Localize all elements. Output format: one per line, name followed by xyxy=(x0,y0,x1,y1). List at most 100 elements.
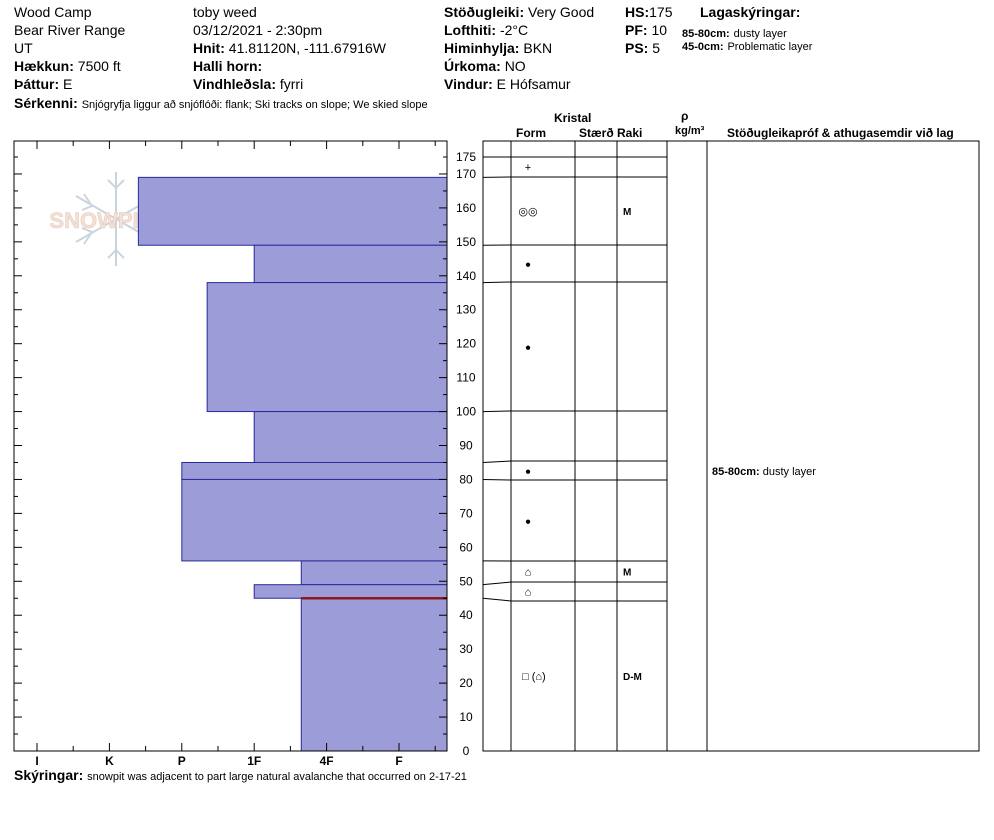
grain-form-symbol: ● xyxy=(525,343,531,354)
sky-label: Himinhylja: xyxy=(444,40,520,56)
coords-label: Hnit: xyxy=(193,40,225,56)
elevation-label: Hækkun: xyxy=(14,58,74,74)
hardness-bar-6 xyxy=(181,461,448,480)
moisture-value: M xyxy=(623,568,631,579)
wind-row: Vindur: E Hófsamur xyxy=(444,76,571,92)
features-row: Sérkenni: Snjógryfja liggur að snjóflóði… xyxy=(14,95,428,112)
hardness-tick-label: 4F xyxy=(320,754,334,768)
location: Wood Camp xyxy=(14,4,92,20)
grain-form-symbol: ⌂ xyxy=(525,587,532,599)
stability-label: Stöðugleiki: xyxy=(444,4,525,20)
footer-notes: Skýringar: snowpit was adjacent to part … xyxy=(14,767,467,784)
depth-tick-label: 50 xyxy=(459,574,473,588)
size-header: Stærð xyxy=(579,126,614,140)
slope-label: Halli horn: xyxy=(193,58,263,74)
mountain-range: Bear River Range xyxy=(14,22,126,38)
air-temp-value: -2°C xyxy=(499,22,529,38)
grain-form-symbol: ● xyxy=(525,260,531,271)
grain-form-symbol: + xyxy=(525,162,531,174)
sky-row: Himinhylja: BKN xyxy=(444,40,552,56)
depth-tick-label: 170 xyxy=(456,167,476,181)
depth-tick-label: 60 xyxy=(459,540,473,554)
footer-notes-text: snowpit was adjacent to part large natur… xyxy=(87,771,467,783)
depth-tick-label: 10 xyxy=(459,710,473,724)
depth-tick-label: 175 xyxy=(456,150,476,164)
moisture-value: D-M xyxy=(623,672,642,683)
hardness-bar-2 xyxy=(137,176,448,246)
wind-loading-row: Vindhleðsla: fyrri xyxy=(193,76,303,92)
layer-note-2-range: 45-0cm: xyxy=(682,41,724,53)
ps-value: 5 xyxy=(652,40,661,56)
pf-row: PF: 10 xyxy=(625,22,667,38)
layer-note-2: 45-0cm: Problematic layer xyxy=(682,37,812,54)
elevation-row: Hækkun: 7500 ft xyxy=(14,58,121,74)
hs-value: 175 xyxy=(649,4,673,20)
hardness-bar-8 xyxy=(300,560,448,586)
depth-connector-line xyxy=(482,410,512,413)
hardness-tick-label: P xyxy=(178,754,186,768)
hardness-tick-label: K xyxy=(105,754,114,768)
depth-tick-label: 80 xyxy=(459,472,473,486)
pf-label: PF: xyxy=(625,22,648,38)
hs-row: HS:175 xyxy=(625,4,672,20)
form-header: Form xyxy=(516,126,546,140)
depth-connector-line xyxy=(482,581,512,586)
depth-tick-label: 90 xyxy=(459,439,473,453)
pf-value: 10 xyxy=(651,22,668,38)
footer-notes-label: Skýringar: xyxy=(14,767,84,783)
hardness-tick-label: F xyxy=(395,754,402,768)
depth-connector-line xyxy=(482,597,512,602)
precip-value: NO xyxy=(504,58,526,74)
layer-note-1: 85-80cm: dusty layer xyxy=(682,24,787,41)
features-label: Sérkenni: xyxy=(14,95,78,111)
crystal-header: Kristal xyxy=(554,111,592,125)
air-temp-label: Lofthiti: xyxy=(444,22,497,38)
air-temp-row: Lofthiti: -2°C xyxy=(444,22,528,38)
hardness-bar-3 xyxy=(253,244,448,284)
depth-connector-line xyxy=(482,478,512,481)
layer-notes-title: Lagaskýringar: xyxy=(700,4,801,20)
depth-tick-label: 40 xyxy=(459,608,473,622)
depth-tick-label: 100 xyxy=(456,405,476,419)
coords-value: 41.81120N, -111.67916W xyxy=(228,40,387,56)
wind-label: Vindur: xyxy=(444,76,493,92)
rho-header: ρ xyxy=(681,109,689,123)
grain-form-symbol: ● xyxy=(525,467,531,478)
hardness-bar-10 xyxy=(300,597,448,752)
wind-value: E Hófsamur xyxy=(496,76,571,92)
precip-row: Úrkoma: NO xyxy=(444,58,526,74)
depth-tick-label: 30 xyxy=(459,642,473,656)
grain-form-symbol: □ (⌂) xyxy=(522,671,546,683)
depth-tick-label: 70 xyxy=(459,506,473,520)
hardness-tick-label: 1F xyxy=(247,754,261,768)
depth-tick-label: 150 xyxy=(456,235,476,249)
aspect-label: Þáttur: xyxy=(14,76,60,92)
hardness-tick-label: I xyxy=(35,754,38,768)
depth-tick-label: 0 xyxy=(463,744,470,758)
depth-tick-label: 140 xyxy=(456,269,476,283)
depth-tick-label: 160 xyxy=(456,201,476,215)
depth-tick-label: 120 xyxy=(456,337,476,351)
moisture-value: M xyxy=(623,207,631,218)
layer-comment-text: dusty layer xyxy=(763,466,817,478)
precip-label: Úrkoma: xyxy=(444,58,501,74)
aspect-row: Þáttur: E xyxy=(14,76,72,92)
hardness-bar-4 xyxy=(206,282,448,413)
datetime: 03/12/2021 - 2:30pm xyxy=(193,22,323,38)
features-value: Snjógryfja liggur að snjóflóði: flank; S… xyxy=(81,99,428,111)
depth-connector-line xyxy=(482,460,512,463)
tests-header: Stöðugleikapróf & athugasemdir við lag xyxy=(727,126,954,140)
layer-comment: 85-80cm: dusty layer xyxy=(712,466,816,478)
grain-form-symbol: ◎◎ xyxy=(518,206,537,218)
state: UT xyxy=(14,40,33,56)
observer: toby weed xyxy=(193,4,257,20)
stability-value: Very Good xyxy=(528,4,595,20)
layer-note-1-range: 85-80cm: xyxy=(682,28,730,40)
layer-comment-range: 85-80cm: xyxy=(712,466,763,478)
aspect-value: E xyxy=(63,76,73,92)
elevation-value: 7500 ft xyxy=(77,58,121,74)
hardness-bar-9 xyxy=(253,584,448,599)
hs-label: HS: xyxy=(625,4,650,20)
ps-label: PS: xyxy=(625,40,649,56)
